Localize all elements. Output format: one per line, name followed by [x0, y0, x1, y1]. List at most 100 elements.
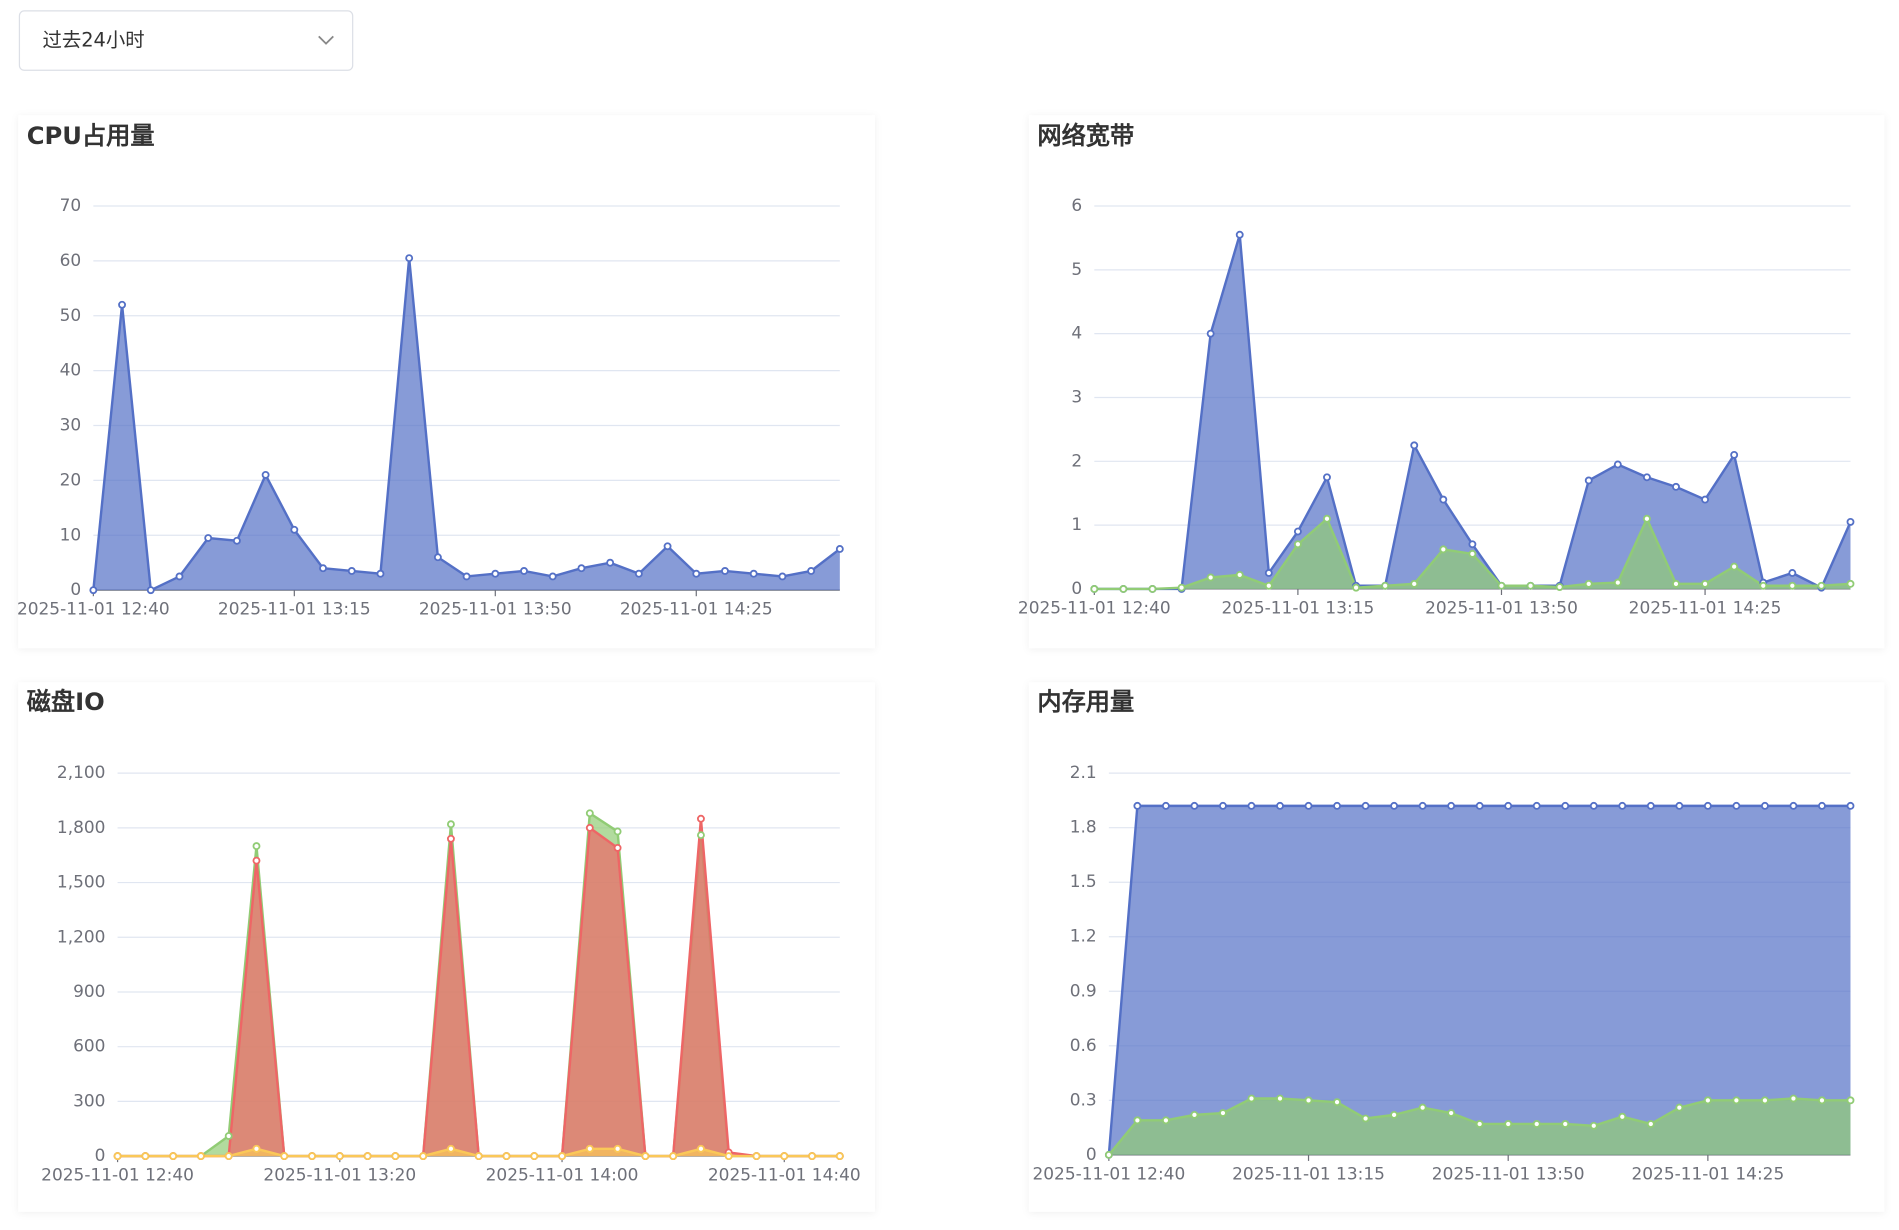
- point: [419, 1152, 428, 1161]
- point: [1361, 1114, 1370, 1123]
- point: [585, 823, 594, 832]
- point: [1148, 585, 1157, 593]
- point: [335, 1152, 344, 1161]
- y-tick-label: 1,200: [57, 926, 106, 946]
- point: [224, 1132, 233, 1140]
- y-tick-label: 1,800: [57, 817, 106, 837]
- point: [446, 820, 455, 829]
- point: [391, 1152, 400, 1161]
- point: [585, 809, 594, 818]
- point: [169, 1152, 178, 1161]
- point: [613, 843, 622, 852]
- point: [548, 572, 557, 581]
- point: [1589, 1121, 1598, 1130]
- point: [1561, 801, 1570, 810]
- point: [1410, 579, 1419, 588]
- point: [1788, 581, 1797, 590]
- x-tick-label: 2025-11-01 13:50: [1425, 597, 1578, 617]
- point: [1190, 1110, 1199, 1119]
- point: [1247, 1094, 1256, 1103]
- point: [1447, 801, 1456, 810]
- point: [118, 300, 126, 309]
- point: [1760, 1096, 1769, 1105]
- point: [696, 814, 705, 823]
- point: [446, 834, 455, 843]
- area: [1094, 234, 1851, 589]
- point: [1789, 801, 1798, 810]
- point: [835, 545, 844, 553]
- point: [807, 567, 816, 575]
- chart-title: 磁盘IO: [27, 688, 105, 716]
- point: [1759, 581, 1768, 590]
- x-tick-label: 2025-11-01 12:40: [41, 1164, 194, 1184]
- point: [319, 564, 327, 573]
- point: [1390, 1110, 1399, 1119]
- x-tick-label: 2025-11-01 13:15: [218, 599, 371, 619]
- point: [1703, 1096, 1712, 1105]
- point: [252, 842, 261, 851]
- point: [1333, 1098, 1341, 1107]
- chart-title: 内存用量: [1037, 688, 1134, 716]
- select-box[interactable]: [18, 10, 354, 71]
- point: [613, 827, 622, 836]
- point: [1333, 801, 1341, 810]
- y-tick-label: 300: [73, 1090, 105, 1110]
- point: [721, 567, 729, 575]
- point: [146, 586, 155, 595]
- y-tick-label: 0: [70, 579, 81, 599]
- point: [1293, 527, 1302, 536]
- point: [1526, 581, 1535, 590]
- area: [117, 818, 840, 1157]
- point: [778, 572, 787, 581]
- point: [1323, 473, 1331, 482]
- point: [261, 470, 270, 479]
- point: [1133, 1116, 1142, 1125]
- y-tick-label: 6: [1071, 195, 1082, 215]
- point: [1161, 1116, 1170, 1125]
- point: [1323, 514, 1331, 523]
- point: [1264, 569, 1273, 577]
- x-tick-label: 2025-11-01 14:40: [708, 1164, 861, 1184]
- point: [1675, 801, 1684, 810]
- y-tick-label: 0: [1086, 1144, 1097, 1164]
- chart-panel: 磁盘IO 0 300 600 900 1,200 1,500 1,800 2,100 2025-1…: [18, 682, 875, 1212]
- chart-title: 网络宽带: [1037, 122, 1134, 150]
- point: [308, 1152, 316, 1161]
- point: [491, 569, 500, 578]
- y-tick-label: 900: [73, 981, 105, 1001]
- point: [634, 569, 643, 578]
- point: [663, 542, 672, 551]
- y-tick-label: 10: [60, 524, 82, 544]
- point: [502, 1152, 511, 1161]
- point: [1532, 801, 1541, 810]
- point: [1642, 514, 1651, 523]
- point: [808, 1152, 816, 1161]
- point: [1561, 1120, 1570, 1128]
- point: [724, 1152, 733, 1161]
- point: [1701, 579, 1710, 588]
- point: [530, 1152, 539, 1161]
- point: [752, 1152, 761, 1161]
- y-tick-label: 50: [60, 305, 82, 325]
- y-tick-label: 4: [1071, 323, 1082, 343]
- y-tick-label: 1.2: [1070, 926, 1097, 946]
- x-tick-label: 2025-11-01 12:40: [17, 599, 170, 619]
- point: [749, 569, 758, 578]
- y-tick-label: 1,500: [57, 872, 106, 892]
- time-range-select[interactable]: 过去24小时: [18, 10, 354, 71]
- point: [446, 1144, 455, 1153]
- point: [1410, 441, 1419, 450]
- y-tick-label: 2: [1071, 450, 1082, 470]
- point: [613, 1144, 622, 1153]
- point: [1177, 583, 1186, 592]
- y-tick-label: 2.1: [1070, 762, 1097, 782]
- y-tick-label: 0.9: [1070, 980, 1097, 1000]
- point: [1418, 801, 1427, 810]
- point: [1555, 583, 1564, 591]
- x-tick-label: 2025-11-01 12:40: [1018, 597, 1171, 617]
- point: [1468, 540, 1477, 549]
- chart-panel: 网络宽带 0 1 2 3 4 5 6 2025-11-01 12:40 2025-11-01 13…: [1018, 115, 1885, 649]
- chart-panel: 内存用量 0 0.3 0.6 0.9 1.2 1.5 1.8 2.1 2025-11-01 12:…: [1028, 682, 1885, 1212]
- point: [1475, 1120, 1484, 1128]
- point: [1532, 1120, 1541, 1128]
